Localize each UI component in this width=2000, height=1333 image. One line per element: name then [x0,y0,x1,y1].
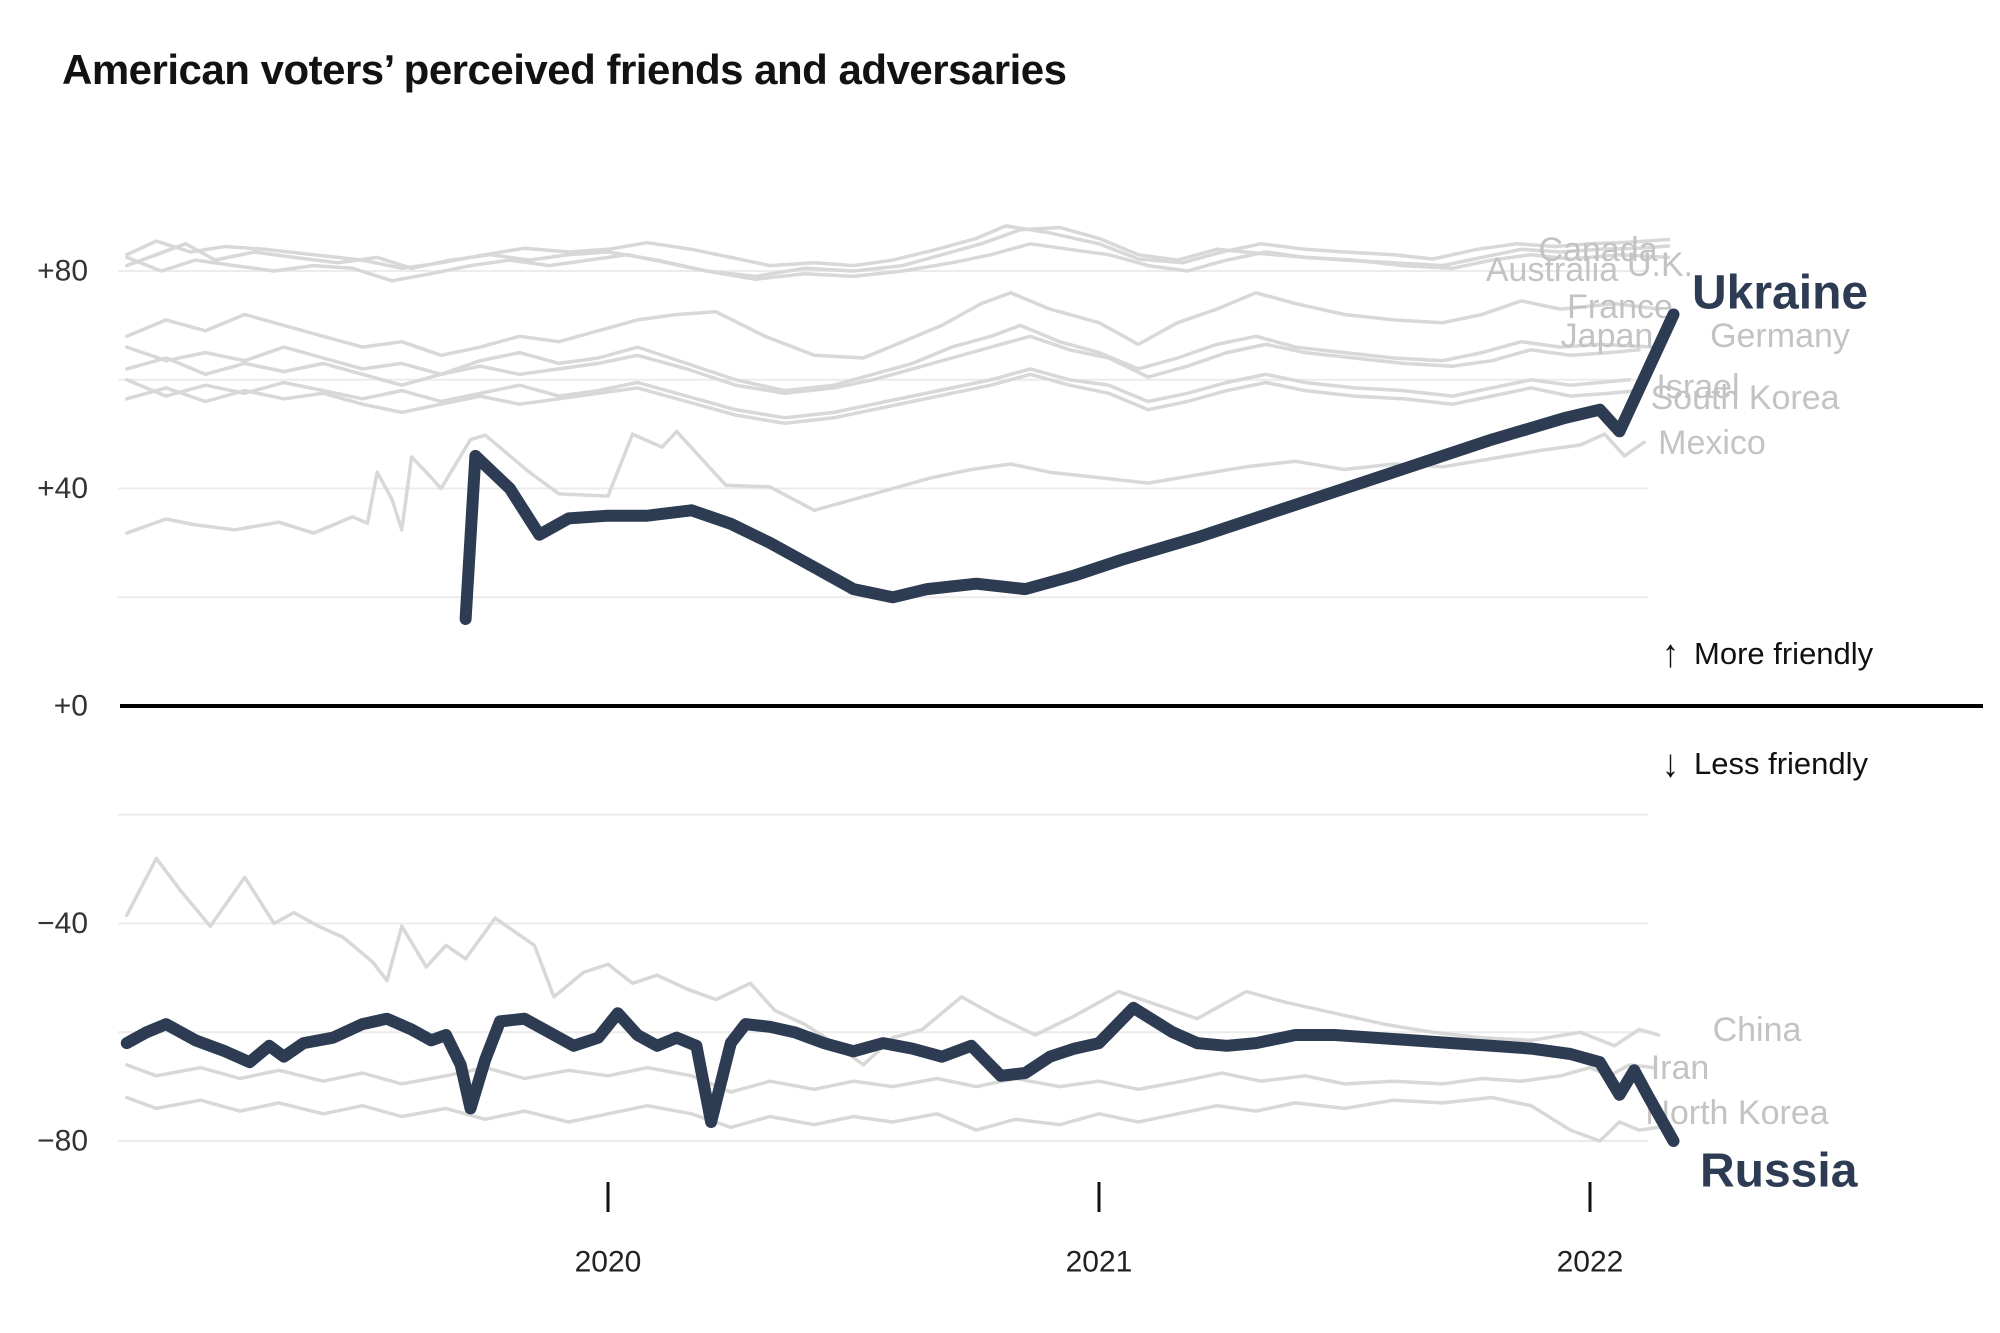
x-tick-label-2022: 2022 [1557,1246,1624,1279]
more-friendly-annotation: ↑ More friendly [1662,632,1874,676]
series-line-u-k [125,225,1671,279]
y-axis-label--80: −80 [37,1125,88,1158]
series-line-ukraine [459,308,1680,625]
x-tick-label-2021: 2021 [1066,1246,1133,1279]
x-tick-label-2020: 2020 [575,1246,642,1279]
series-label-israel: Israel [1656,368,1739,406]
series-label-iran: Iran [1651,1049,1710,1087]
less-friendly-label: Less friendly [1694,746,1869,781]
series-line-australia [125,242,1671,283]
series-line-iran [125,1063,1656,1094]
series-line-russia [120,1001,1680,1147]
series-line-germany [125,334,1641,396]
series-label-mexico: Mexico [1658,424,1766,462]
series-label-u-k: U.K. [1627,246,1693,284]
series-label-germany: Germany [1710,317,1850,355]
less-friendly-annotation: ↓ Less friendly [1662,742,1869,786]
series-line-south-korea [125,372,1641,426]
series-line-china [125,856,1661,1067]
y-axis-label-40: +40 [37,472,88,505]
series-label-north-korea: North Korea [1645,1094,1828,1132]
series-label-japan: Japan [1561,317,1654,355]
series-line-mexico [125,429,1646,535]
more-friendly-label: More friendly [1694,636,1874,671]
series-line-israel [125,367,1632,420]
up-arrow-icon: ↑ [1662,632,1679,676]
series-line-north-korea [125,1095,1661,1143]
series-line-france [125,291,1661,360]
series-label-ukraine: Ukraine [1692,267,1868,320]
series-label-south-korea: South Korea [1650,379,1839,417]
series-line-canada [125,224,1671,271]
series-label-australia: Australia [1486,251,1618,289]
down-arrow-icon: ↓ [1662,742,1679,786]
page-title: American voters’ perceived friends and a… [62,46,1067,93]
y-axis-label-0: +0 [54,690,88,723]
series-line-japan [125,323,1656,393]
y-axis-label--40: −40 [37,907,88,940]
series-label-france: France [1567,288,1673,326]
series-label-canada: Canada [1538,231,1657,269]
series-label-china: China [1713,1011,1802,1049]
series-label-russia: Russia [1700,1145,1858,1198]
y-axis-label-80: +80 [37,255,88,288]
